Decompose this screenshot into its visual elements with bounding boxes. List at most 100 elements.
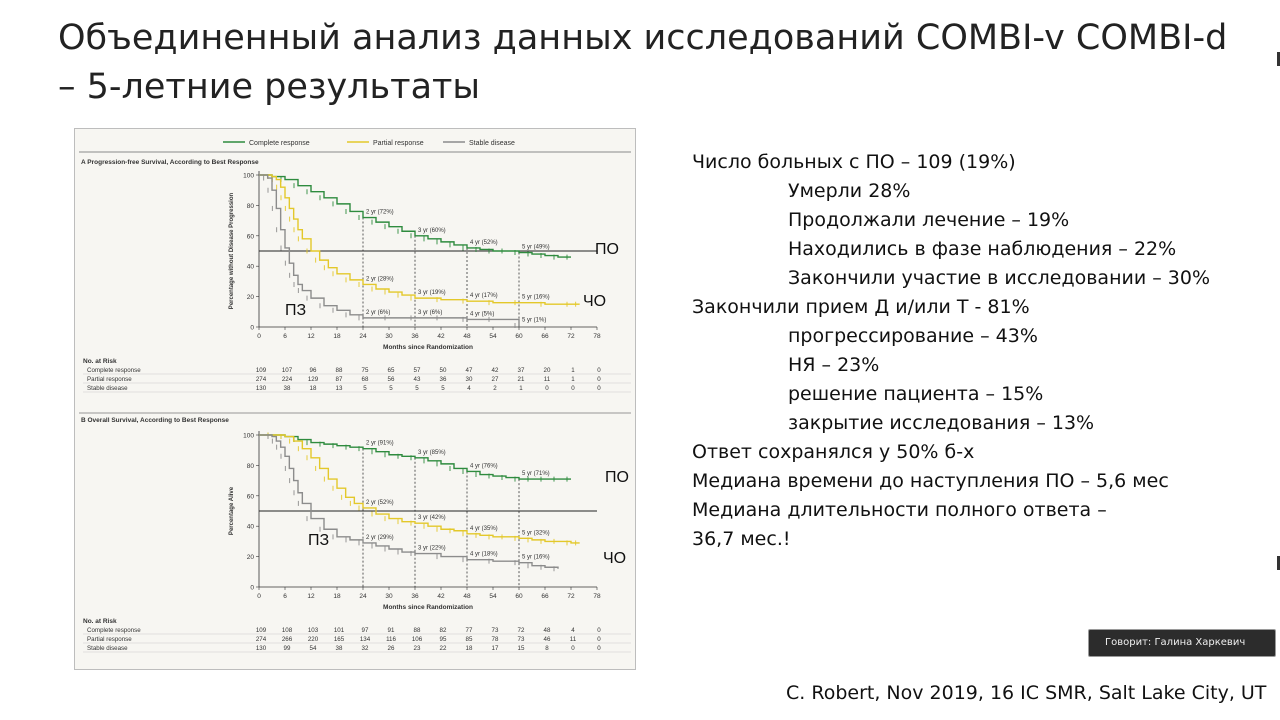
risk-value: 88 bbox=[336, 367, 343, 374]
x-tick-label: 36 bbox=[411, 333, 419, 340]
risk-value: 13 bbox=[336, 385, 343, 392]
y-tick-label: 40 bbox=[247, 264, 255, 271]
note-line: Закончили прием Д и/или Т - 81% bbox=[692, 296, 1030, 318]
speaker-indicator: Говорит: Галина Харкевич bbox=[1088, 629, 1276, 657]
landmark-annotation: 4 yr (52%) bbox=[470, 240, 498, 246]
overlay-label-complete: ПО bbox=[595, 241, 619, 258]
series-line bbox=[259, 434, 559, 569]
overlay-label-partial: ЧО bbox=[583, 293, 606, 310]
y-tick-label: 0 bbox=[250, 325, 254, 332]
risk-value: 85 bbox=[466, 636, 473, 643]
risk-row-label: Complete response bbox=[87, 367, 141, 374]
x-tick-label: 0 bbox=[257, 333, 261, 340]
x-tick-label: 30 bbox=[385, 593, 393, 600]
x-tick-label: 36 bbox=[411, 593, 419, 600]
y-tick-label: 20 bbox=[247, 294, 255, 301]
risk-table-header: No. at Risk bbox=[83, 358, 117, 365]
y-axis-label: Percentage Alive bbox=[229, 486, 235, 535]
risk-value: 57 bbox=[414, 367, 421, 374]
risk-value: 75 bbox=[362, 367, 369, 374]
risk-value: 5 bbox=[389, 385, 393, 392]
note-line: 36,7 мес.! bbox=[692, 528, 791, 550]
slide-title-line-1: Объединенный анализ данных исследований … bbox=[58, 18, 1228, 58]
landmark-annotation: 5 yr (16%) bbox=[522, 555, 550, 561]
note-line: Медиана времени до наступления ПО – 5,6 … bbox=[692, 470, 1169, 492]
risk-value: 0 bbox=[545, 385, 549, 392]
risk-value: 129 bbox=[308, 376, 319, 383]
overlay-label-stable: ПЗ bbox=[285, 302, 306, 319]
x-tick-label: 6 bbox=[283, 593, 287, 600]
landmark-annotation: 4 yr (76%) bbox=[470, 463, 498, 469]
note-line: Ответ сохранялся у 50% б-х bbox=[692, 441, 975, 463]
x-tick-label: 48 bbox=[463, 593, 471, 600]
landmark-annotation: 3 yr (60%) bbox=[418, 228, 446, 234]
risk-value: 97 bbox=[362, 627, 369, 634]
x-tick-label: 78 bbox=[593, 333, 601, 340]
scrollbar-mark bbox=[1277, 52, 1280, 66]
landmark-annotation: 5 yr (32%) bbox=[522, 530, 550, 536]
risk-value: 274 bbox=[256, 376, 267, 383]
risk-value: 130 bbox=[256, 645, 267, 652]
risk-value: 43 bbox=[414, 376, 421, 383]
risk-value: 38 bbox=[336, 645, 343, 652]
landmark-annotation: 4 yr (18%) bbox=[470, 552, 498, 558]
risk-value: 46 bbox=[544, 636, 551, 643]
landmark-annotation: 3 yr (6%) bbox=[418, 310, 442, 316]
risk-value: 0 bbox=[597, 376, 601, 383]
risk-table-header: No. at Risk bbox=[83, 618, 117, 625]
risk-value: 21 bbox=[518, 376, 525, 383]
note-line: Медиана длительности полного ответа – bbox=[692, 499, 1107, 521]
risk-row-label: Stable disease bbox=[87, 645, 128, 652]
overlay-label-stable: ПЗ bbox=[308, 532, 329, 549]
risk-value: 11 bbox=[544, 376, 551, 383]
y-tick-label: 0 bbox=[250, 585, 254, 592]
risk-value: 42 bbox=[492, 367, 499, 374]
note-line: Находились в фазе наблюдения – 22% bbox=[788, 238, 1177, 260]
note-line: НЯ – 23% bbox=[788, 354, 880, 376]
x-tick-label: 18 bbox=[333, 333, 341, 340]
scrollbar-mark bbox=[1277, 556, 1280, 570]
x-tick-label: 12 bbox=[307, 593, 315, 600]
panel-title: B Overall Survival, According to Best Re… bbox=[81, 417, 229, 424]
landmark-annotation: 5 yr (71%) bbox=[522, 471, 550, 477]
risk-value: 48 bbox=[544, 627, 551, 634]
x-tick-label: 42 bbox=[437, 593, 445, 600]
y-tick-label: 60 bbox=[247, 233, 255, 240]
landmark-annotation: 2 yr (29%) bbox=[366, 535, 394, 541]
x-tick-label: 0 bbox=[257, 593, 261, 600]
risk-value: 54 bbox=[310, 645, 317, 652]
risk-value: 18 bbox=[466, 645, 473, 652]
x-tick-label: 48 bbox=[463, 333, 471, 340]
landmark-annotation: 2 yr (6%) bbox=[366, 310, 390, 316]
y-axis-label: Percentage without Disease Progression bbox=[229, 192, 235, 309]
risk-value: 0 bbox=[597, 627, 601, 634]
y-tick-label: 20 bbox=[247, 554, 255, 561]
risk-value: 266 bbox=[282, 636, 293, 643]
risk-value: 78 bbox=[492, 636, 499, 643]
note-line: Число больных с ПО – 109 (19%) bbox=[692, 151, 1016, 173]
risk-value: 0 bbox=[597, 385, 601, 392]
risk-value: 109 bbox=[256, 627, 267, 634]
series-line bbox=[259, 174, 580, 305]
landmark-annotation: 5 yr (1%) bbox=[522, 317, 546, 323]
landmark-annotation: 4 yr (17%) bbox=[470, 293, 498, 299]
risk-row-label: Partial response bbox=[87, 376, 132, 383]
risk-row-label: Stable disease bbox=[87, 385, 128, 392]
risk-value: 0 bbox=[597, 645, 601, 652]
risk-value: 220 bbox=[308, 636, 319, 643]
risk-value: 73 bbox=[492, 627, 499, 634]
landmark-annotation: 5 yr (16%) bbox=[522, 295, 550, 301]
landmark-annotation: 3 yr (19%) bbox=[418, 290, 446, 296]
risk-value: 1 bbox=[519, 385, 523, 392]
y-tick-label: 80 bbox=[247, 463, 255, 470]
legend-label: Partial response bbox=[373, 140, 424, 147]
risk-row-label: Complete response bbox=[87, 627, 141, 634]
risk-value: 15 bbox=[518, 645, 525, 652]
risk-value: 23 bbox=[414, 645, 421, 652]
risk-value: 96 bbox=[310, 367, 317, 374]
x-tick-label: 12 bbox=[307, 333, 315, 340]
risk-value: 101 bbox=[334, 627, 345, 634]
risk-value: 4 bbox=[571, 627, 575, 634]
note-line: закрытие исследования – 13% bbox=[788, 412, 1095, 434]
risk-value: 116 bbox=[386, 636, 396, 643]
